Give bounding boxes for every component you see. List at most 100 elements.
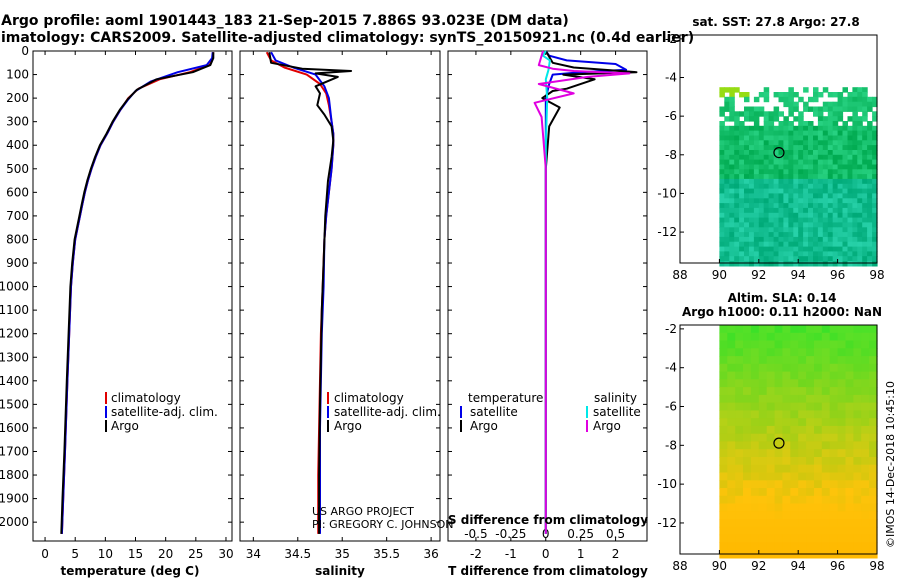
sst-cell <box>862 116 868 122</box>
sst-cell <box>758 241 765 248</box>
legend-label-sal-satellite: satellite <box>593 405 641 419</box>
sla-cell <box>814 449 823 458</box>
sla-cell <box>743 433 752 443</box>
sla-cell <box>750 449 760 458</box>
sla-cell <box>814 410 823 419</box>
sla-cell <box>774 472 784 481</box>
sla-cell <box>861 402 870 411</box>
sst-cell <box>763 145 770 151</box>
sst-cell <box>734 154 740 161</box>
sla-cell <box>853 449 862 458</box>
sst-cell <box>724 212 730 219</box>
sst-cell <box>734 212 740 219</box>
sst-cell <box>847 135 853 141</box>
sst-cell <box>749 178 755 185</box>
sst-cell <box>749 150 755 156</box>
sst-cell <box>867 178 873 185</box>
sst-cell <box>872 125 878 132</box>
sst-cell <box>808 207 814 214</box>
sst-cell <box>842 121 848 127</box>
sla-cell <box>853 332 862 342</box>
sst-cell <box>867 203 873 209</box>
sst-cell <box>847 222 853 228</box>
sst-cell <box>827 135 834 141</box>
sla-cell <box>798 363 807 373</box>
sla-cell <box>790 534 799 543</box>
sst-cell <box>758 212 765 219</box>
sst-cell <box>842 203 848 209</box>
sla-cell <box>750 363 760 373</box>
sst-cell <box>788 125 794 132</box>
sla-cell <box>782 402 791 411</box>
sla-cell <box>782 371 791 380</box>
sst-cell <box>724 159 730 165</box>
x-tick-label: 10 <box>98 547 113 561</box>
y-tick-label: 300 <box>6 115 29 129</box>
sla-cell <box>766 495 776 505</box>
s-difference-axis-label: S difference from climatology <box>448 513 648 527</box>
sla-cell <box>750 418 760 427</box>
sla-cell <box>774 425 784 435</box>
sla-cell <box>853 519 862 528</box>
sla-cell <box>806 433 815 443</box>
sst-cell <box>857 96 863 103</box>
sla-cell <box>727 542 736 551</box>
sla-cell <box>829 433 839 443</box>
sst-cell <box>847 207 853 214</box>
sst-cell <box>842 140 848 146</box>
sst-cell <box>867 251 873 257</box>
sla-cell <box>719 526 728 536</box>
sst-cell <box>793 154 799 161</box>
sst-cell <box>852 96 858 103</box>
map-x-tick-label: 92 <box>751 559 766 573</box>
sst-cell <box>842 232 848 238</box>
sla-cell <box>845 387 854 396</box>
sst-cell <box>739 159 745 165</box>
sst-cell <box>763 183 770 190</box>
sst-cell <box>867 96 873 103</box>
sst-cell <box>788 96 794 103</box>
sst-cell <box>788 251 794 257</box>
sst-cell <box>783 164 789 170</box>
sst-cell <box>724 232 730 238</box>
sst-cell <box>822 261 829 267</box>
sla-cell <box>806 441 815 450</box>
sst-cell <box>788 159 794 165</box>
sla-cell <box>782 387 791 396</box>
sla-cell <box>806 542 815 551</box>
sla-cell <box>814 418 823 427</box>
sst-cell <box>719 183 725 190</box>
sst-cell <box>813 130 819 136</box>
sla-cell <box>829 449 839 458</box>
sst-cell <box>847 159 853 165</box>
sst-cell <box>788 135 794 141</box>
sst-cell <box>788 87 794 93</box>
sla-cell <box>814 526 823 536</box>
sst-cell <box>724 101 730 108</box>
sst-cell <box>798 251 804 257</box>
sst-cell <box>788 261 794 267</box>
difference-depth-ticks <box>448 50 647 523</box>
sst-cell <box>862 92 868 98</box>
sst-cell <box>798 125 804 132</box>
sst-cell <box>857 130 863 136</box>
sst-cell <box>739 183 745 190</box>
sst-cell <box>817 251 824 257</box>
sst-cell <box>837 178 844 185</box>
sst-cell <box>817 256 824 262</box>
sst-cell <box>763 203 770 209</box>
sst-cell <box>753 178 760 185</box>
sla-cell <box>750 480 760 489</box>
sla-cell <box>821 472 831 481</box>
sst-cell <box>847 227 853 233</box>
sla-cell <box>790 457 799 466</box>
sst-cell <box>744 130 750 136</box>
sst-cell <box>832 150 839 156</box>
sla-cell <box>727 425 736 435</box>
sst-cell <box>822 198 829 204</box>
sla-cell <box>845 340 854 349</box>
sst-cell <box>763 256 770 262</box>
sst-cell <box>773 193 780 199</box>
sla-cell <box>743 387 752 396</box>
sst-cell <box>763 169 770 175</box>
